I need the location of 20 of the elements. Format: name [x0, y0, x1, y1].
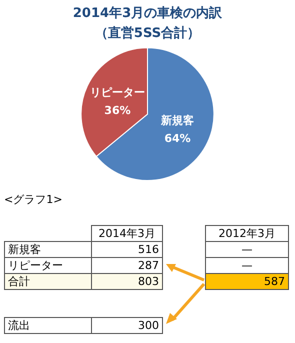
- text: 新規客: [4, 241, 92, 258]
- text: 流出: [4, 317, 92, 334]
- slice-label: 新規客: [160, 114, 194, 128]
- text: 2014年3月: [91, 225, 163, 242]
- slice-label: リピーター: [90, 86, 145, 99]
- chart-subtitle: （直営5SS合計）: [94, 24, 200, 41]
- text: 2012年3月: [205, 225, 289, 242]
- text: 516: [91, 241, 163, 258]
- chart-title: 2014年3月の車検の内訳: [72, 5, 224, 22]
- data-label: 64%: [164, 132, 191, 146]
- text: リピーター: [4, 257, 92, 274]
- text: 300: [91, 317, 163, 334]
- text: 合計: [4, 273, 92, 290]
- text: <グラフ1>: [4, 192, 62, 207]
- data-label: 36%: [104, 104, 131, 117]
- text: —: [205, 241, 289, 258]
- text: 587: [205, 273, 289, 290]
- text: 803: [91, 273, 163, 290]
- text: —: [205, 257, 289, 274]
- text: 287: [91, 257, 163, 274]
